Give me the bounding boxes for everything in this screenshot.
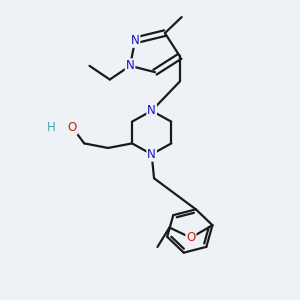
Text: N: N <box>147 148 156 161</box>
Text: H: H <box>46 121 55 134</box>
Text: N: N <box>147 104 156 117</box>
Text: O: O <box>68 121 77 134</box>
Text: O: O <box>186 231 196 244</box>
Text: N: N <box>126 59 134 72</box>
Text: N: N <box>131 34 140 47</box>
